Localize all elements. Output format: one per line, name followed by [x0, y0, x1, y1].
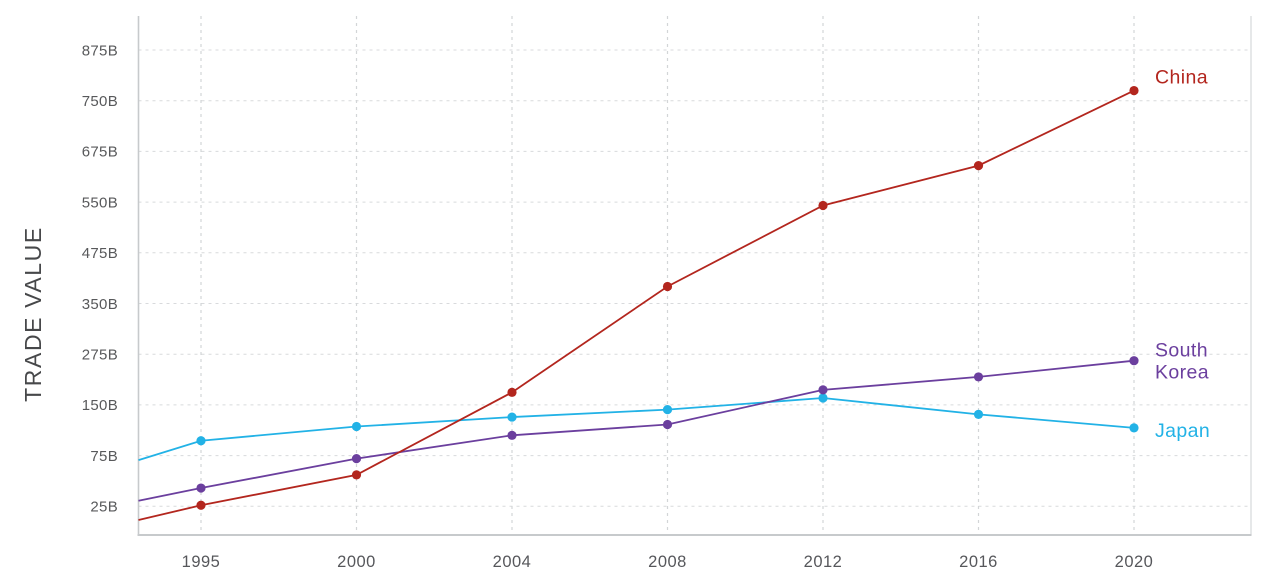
- y-tick-label: 275B: [82, 347, 118, 364]
- y-tick-label: 475B: [82, 245, 118, 262]
- series-label-south-korea: Korea: [1155, 362, 1209, 384]
- x-tick-label: 1995: [182, 553, 221, 571]
- x-tick-label: 2000: [337, 553, 376, 571]
- data-point-south-korea-2000[interactable]: [351, 454, 362, 464]
- x-tick-label: 2016: [959, 553, 998, 571]
- data-point-china-1995[interactable]: [196, 500, 206, 510]
- data-point-japan-2020[interactable]: [1129, 423, 1139, 433]
- data-point-japan-2000[interactable]: [351, 421, 362, 432]
- y-tick-label: 350B: [82, 296, 118, 313]
- data-point-china-2008[interactable]: [662, 281, 673, 292]
- series-label-south-korea: South: [1155, 340, 1208, 362]
- data-point-south-korea-2012[interactable]: [818, 385, 828, 395]
- data-point-japan-2012[interactable]: [818, 393, 828, 403]
- data-point-china-2016[interactable]: [973, 160, 984, 171]
- y-tick-label: 675B: [82, 144, 118, 161]
- x-tick-label: 2012: [804, 553, 843, 571]
- data-point-japan-2004[interactable]: [507, 412, 517, 422]
- data-point-japan-2016[interactable]: [973, 409, 984, 419]
- data-point-south-korea-2004[interactable]: [507, 430, 517, 440]
- series-line-south-korea: [138, 359, 1135, 502]
- data-point-south-korea-2008[interactable]: [662, 419, 673, 430]
- y-tick-label: 550B: [82, 194, 118, 211]
- data-point-china-2012[interactable]: [818, 200, 828, 211]
- x-tick-label: 2004: [493, 553, 532, 571]
- data-point-china-2020[interactable]: [1129, 85, 1139, 96]
- y-tick-label: 875B: [82, 42, 118, 59]
- series-label-japan: Japan: [1155, 420, 1210, 442]
- data-point-south-korea-2016[interactable]: [973, 372, 984, 382]
- y-tick-label: 75B: [90, 448, 118, 465]
- data-point-south-korea-2020[interactable]: [1129, 356, 1139, 366]
- data-point-japan-1995[interactable]: [196, 436, 206, 446]
- x-tick-label: 2020: [1115, 553, 1154, 571]
- x-tick-label: 2008: [648, 553, 687, 571]
- data-point-china-2004[interactable]: [507, 387, 517, 397]
- y-tick-label: 25B: [90, 499, 118, 516]
- data-point-japan-2008[interactable]: [662, 405, 673, 415]
- series-line-japan: [138, 397, 1135, 462]
- y-tick-label: 150B: [82, 397, 118, 414]
- series-line-china: [138, 89, 1135, 521]
- y-tick-label: 750B: [82, 93, 118, 110]
- series-label-china: China: [1155, 67, 1208, 89]
- data-point-china-2000[interactable]: [351, 470, 362, 480]
- data-point-south-korea-1995[interactable]: [196, 483, 206, 493]
